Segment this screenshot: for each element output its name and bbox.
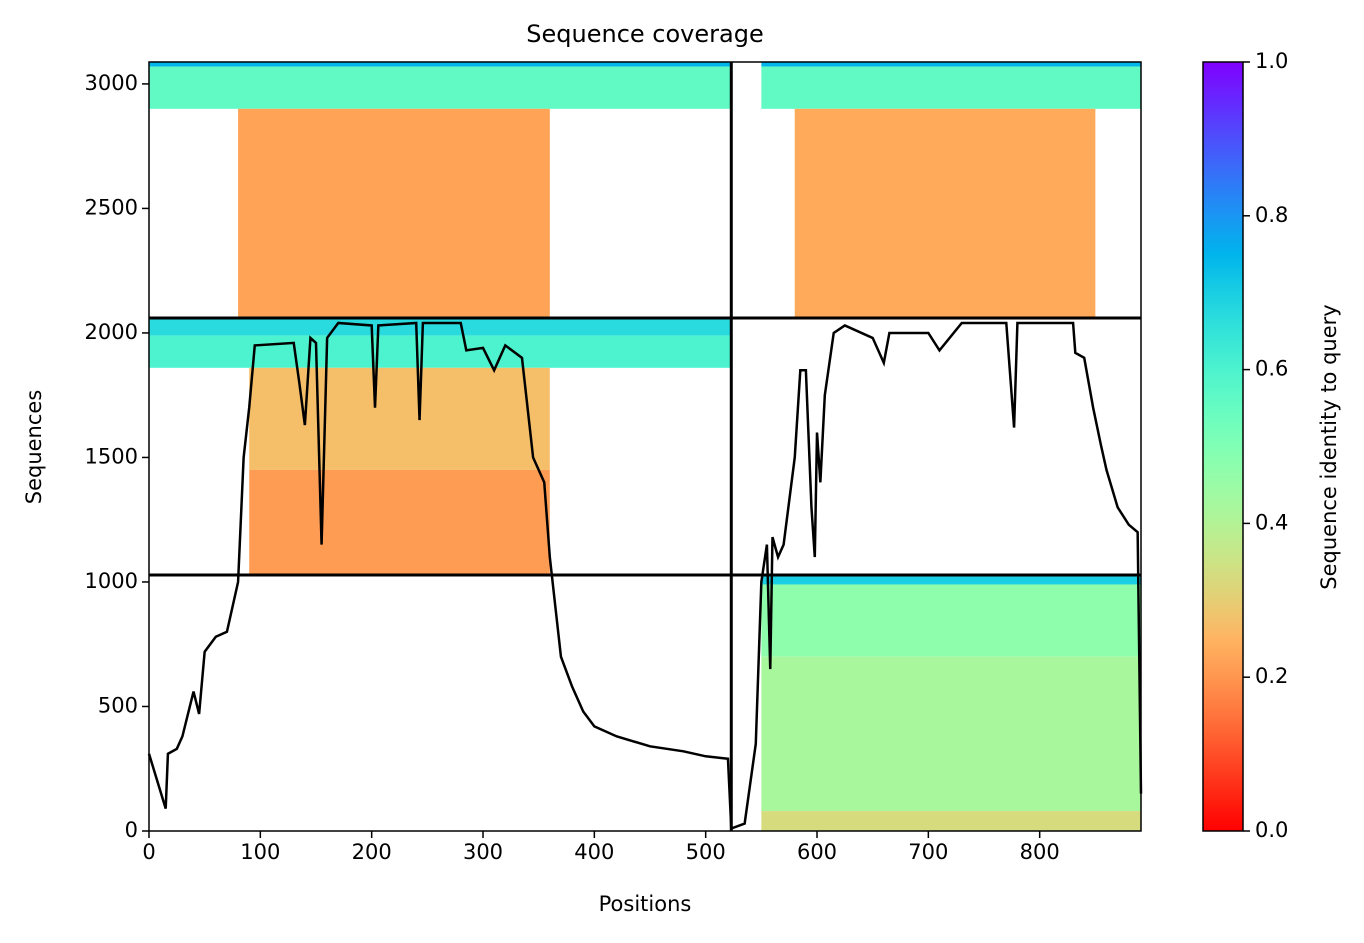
coverage-block	[761, 574, 1141, 585]
coverage-block	[761, 584, 1141, 657]
x-tick-label: 500	[686, 840, 726, 864]
coverage-block	[761, 811, 1141, 831]
coverage-block	[794, 108, 1096, 319]
plot-frame	[148, 61, 1142, 832]
chart-title: Sequence coverage	[526, 20, 763, 48]
y-tick-label: 2500	[85, 195, 138, 219]
y-axis-label: Sequences	[22, 390, 46, 505]
colorbar-tick-label: 0.6	[1255, 357, 1288, 381]
coverage-block	[149, 318, 732, 336]
x-tick-label: 600	[797, 840, 837, 864]
colorbar-tick-label: 0.2	[1255, 664, 1288, 688]
colorbar	[1202, 61, 1244, 832]
x-axis-label: Positions	[599, 892, 692, 916]
colorbar-tick-label: 0.4	[1255, 510, 1288, 534]
x-tick-label: 400	[574, 840, 614, 864]
colorbar-tick-label: 0.0	[1255, 818, 1288, 842]
coverage-block	[761, 62, 1141, 67]
coverage-block	[249, 367, 550, 470]
colorbar-tick-label: 0.8	[1255, 203, 1288, 227]
coverage-block	[761, 656, 1141, 812]
colorbar-label: Sequence identity to query	[1317, 304, 1341, 589]
y-tick-label: 0	[125, 818, 138, 842]
x-tick-label: 700	[908, 840, 948, 864]
coverage-block	[149, 62, 732, 67]
coverage-block	[761, 66, 1141, 109]
colorbar-tick-label: 1.0	[1255, 49, 1288, 73]
coverage-block	[238, 108, 550, 319]
coverage-block	[149, 335, 732, 368]
y-tick-label: 1500	[85, 444, 138, 468]
coverage-line	[147, 321, 1143, 831]
y-tick-label: 500	[98, 693, 138, 717]
y-tick-label: 1000	[85, 569, 138, 593]
coverage-block	[249, 469, 550, 575]
coverage-block	[149, 66, 732, 109]
y-tick-label: 2000	[85, 320, 138, 344]
x-tick-label: 0	[142, 840, 155, 864]
x-tick-label: 100	[240, 840, 280, 864]
x-tick-label: 200	[352, 840, 392, 864]
x-tick-label: 300	[463, 840, 503, 864]
x-tick-label: 800	[1020, 840, 1060, 864]
y-tick-label: 3000	[85, 71, 138, 95]
